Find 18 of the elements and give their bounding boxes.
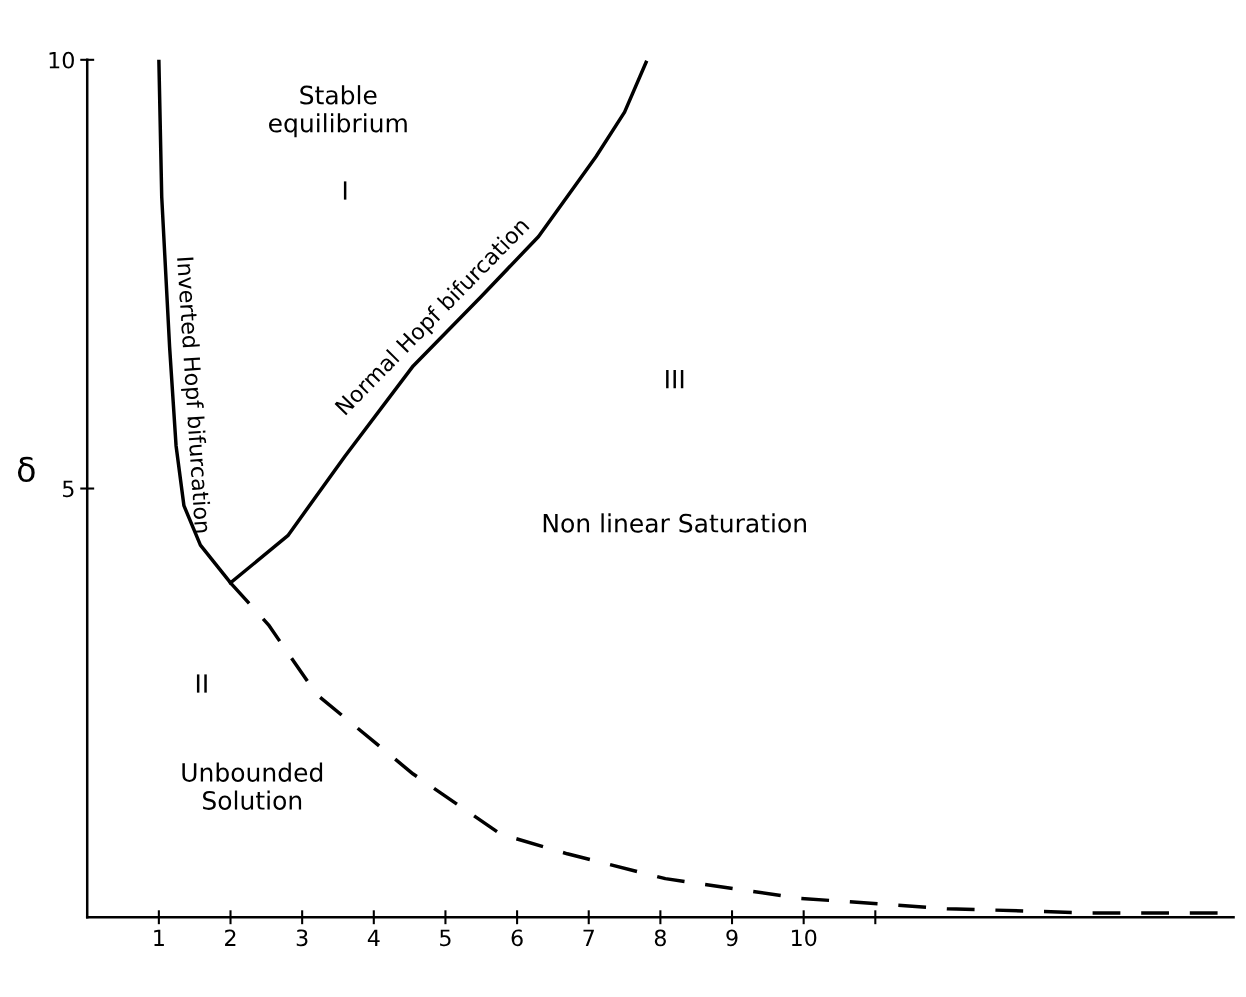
- annotation: III: [666, 370, 684, 389]
- text: Inverted Hopf bifurcation: [172, 257, 212, 533]
- x-tick-label: 5: [440, 929, 451, 947]
- x-tick-label: 7: [583, 929, 594, 946]
- x-tick-label: 6: [511, 929, 523, 947]
- x-tick-label: 1: [154, 929, 164, 946]
- y-axis-title: δ: [17, 456, 35, 483]
- x-tick-label: 10: [791, 929, 817, 947]
- annotation: Unbounded Solution: [182, 762, 323, 810]
- x-tick-label: 3: [296, 929, 308, 947]
- annotation: II: [196, 674, 207, 693]
- annotation: I: [343, 181, 347, 200]
- x-tick-label: 2: [225, 929, 236, 946]
- x-tick-label: 9: [726, 929, 738, 947]
- x-tick-label: 4: [367, 929, 380, 946]
- x-tick-label: 8: [654, 929, 666, 947]
- annotation: Stable equilibrium: [269, 85, 407, 138]
- annotation: Non linear Saturation: [543, 513, 806, 533]
